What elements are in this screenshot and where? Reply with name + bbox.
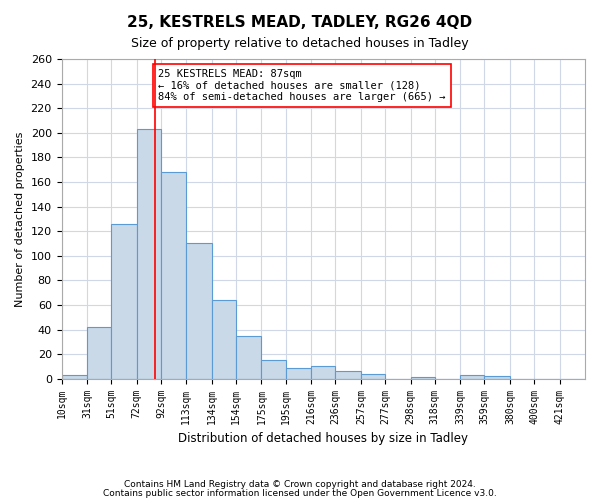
Text: 25, KESTRELS MEAD, TADLEY, RG26 4QD: 25, KESTRELS MEAD, TADLEY, RG26 4QD bbox=[127, 15, 473, 30]
Text: Contains public sector information licensed under the Open Government Licence v3: Contains public sector information licen… bbox=[103, 488, 497, 498]
Text: Size of property relative to detached houses in Tadley: Size of property relative to detached ho… bbox=[131, 38, 469, 51]
Bar bbox=[311, 366, 335, 378]
Bar bbox=[335, 372, 361, 378]
X-axis label: Distribution of detached houses by size in Tadley: Distribution of detached houses by size … bbox=[178, 432, 468, 445]
Text: Contains HM Land Registry data © Crown copyright and database right 2024.: Contains HM Land Registry data © Crown c… bbox=[124, 480, 476, 489]
Bar bbox=[87, 327, 111, 378]
Bar bbox=[161, 172, 187, 378]
Bar bbox=[187, 244, 212, 378]
Bar bbox=[212, 300, 236, 378]
Text: 25 KESTRELS MEAD: 87sqm
← 16% of detached houses are smaller (128)
84% of semi-d: 25 KESTRELS MEAD: 87sqm ← 16% of detache… bbox=[158, 69, 446, 102]
Bar bbox=[361, 374, 385, 378]
Bar bbox=[62, 375, 87, 378]
Y-axis label: Number of detached properties: Number of detached properties bbox=[15, 131, 25, 306]
Bar bbox=[137, 129, 161, 378]
Bar bbox=[286, 368, 311, 378]
Bar bbox=[111, 224, 137, 378]
Bar bbox=[262, 360, 286, 378]
Bar bbox=[236, 336, 262, 378]
Bar bbox=[484, 376, 510, 378]
Bar bbox=[460, 375, 484, 378]
